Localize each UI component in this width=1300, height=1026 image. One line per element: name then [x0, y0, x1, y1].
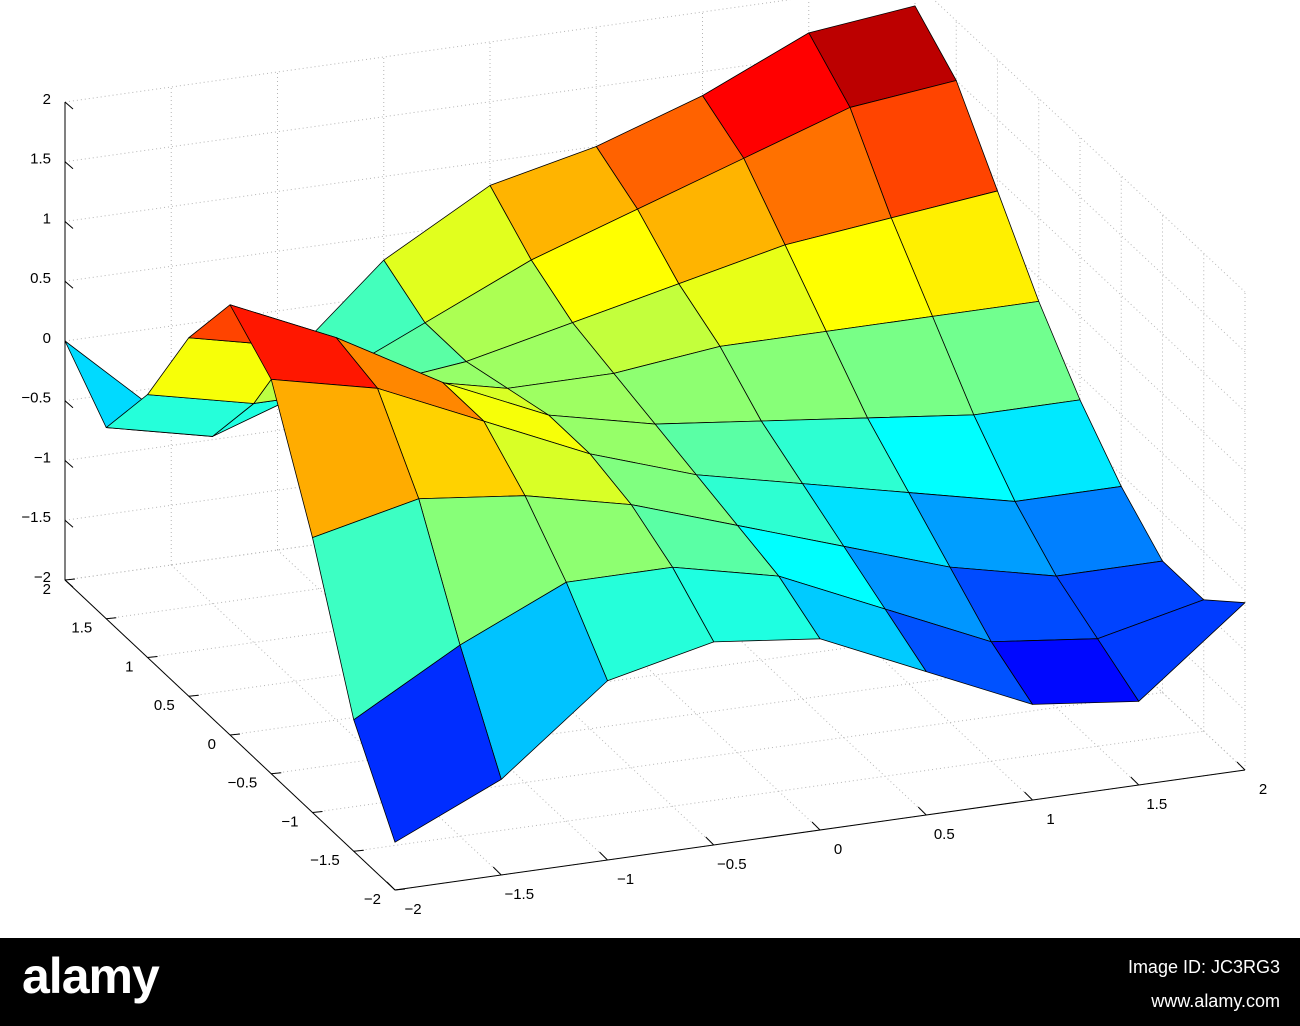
tick-mark: [64, 460, 74, 468]
x-tick-label: −1.5: [504, 886, 534, 903]
watermark-id: Image ID: JC3RG3: [1128, 957, 1280, 977]
tick-mark: [917, 806, 927, 816]
y-tick-label: −2: [364, 891, 381, 908]
tick-mark: [1236, 761, 1246, 771]
tick-mark: [353, 849, 364, 852]
z-tick-label: −0.5: [21, 390, 51, 407]
tick-mark: [811, 821, 821, 831]
watermark-bar: [0, 938, 1300, 1026]
y-tick-label: 1.5: [71, 620, 92, 637]
x-tick-label: 0: [834, 841, 842, 858]
x-tick-label: 0.5: [934, 826, 955, 843]
z-tick-label: −2: [34, 569, 51, 586]
x-tick-label: 1.5: [1146, 796, 1167, 813]
plot: −2−1.5−1−0.500.511.52−2−1.5−1−0.500.511.…: [21, 0, 1267, 918]
x-tick-label: −0.5: [717, 856, 747, 873]
surface-patch: [353, 644, 502, 843]
watermark-logo: alamy: [22, 948, 160, 1004]
y-tick-label: −1: [281, 813, 298, 830]
watermark-site: www.alamy.com: [1150, 991, 1280, 1011]
tick-mark: [64, 161, 74, 170]
x-tick-label: 2: [1259, 781, 1267, 798]
tick-mark: [312, 811, 323, 813]
y-tick-label: 0: [208, 736, 216, 753]
z-tick-label: 1.5: [30, 151, 51, 168]
tick-mark: [492, 866, 502, 876]
tick-mark: [188, 694, 199, 697]
y-tick-label: 1: [125, 658, 133, 675]
y-tick-label: 0.5: [154, 697, 175, 714]
tick-mark: [599, 851, 608, 861]
x-tick-label: 1: [1046, 811, 1054, 828]
y-tick-label: 2: [43, 581, 51, 598]
tick-mark: [1024, 791, 1033, 801]
z-tick-label: 1: [43, 210, 51, 227]
z-tick-label: 2: [43, 91, 51, 108]
tick-mark: [64, 400, 74, 409]
tick-mark: [147, 656, 158, 658]
z-tick-label: −1: [34, 449, 51, 466]
tick-mark: [64, 101, 74, 110]
tick-mark: [271, 772, 282, 775]
tick-mark: [64, 579, 74, 588]
tick-mark: [64, 280, 74, 289]
x-tick-label: −1: [617, 871, 634, 888]
tick-mark: [106, 617, 117, 620]
tick-mark: [64, 221, 74, 229]
x-tick-label: −2: [404, 901, 421, 918]
tick-mark: [394, 888, 406, 891]
tick-mark: [705, 836, 715, 846]
z-tick-label: 0.5: [30, 270, 51, 287]
tick-mark: [1130, 776, 1140, 786]
y-tick-label: −0.5: [228, 775, 258, 792]
z-tick-label: −1.5: [21, 509, 51, 526]
tick-mark: [64, 578, 76, 581]
tick-mark: [64, 519, 74, 528]
z-tick-label: 0: [43, 330, 51, 347]
tick-mark: [386, 881, 396, 891]
y-tick-label: −1.5: [310, 852, 340, 869]
tick-mark: [229, 733, 241, 736]
